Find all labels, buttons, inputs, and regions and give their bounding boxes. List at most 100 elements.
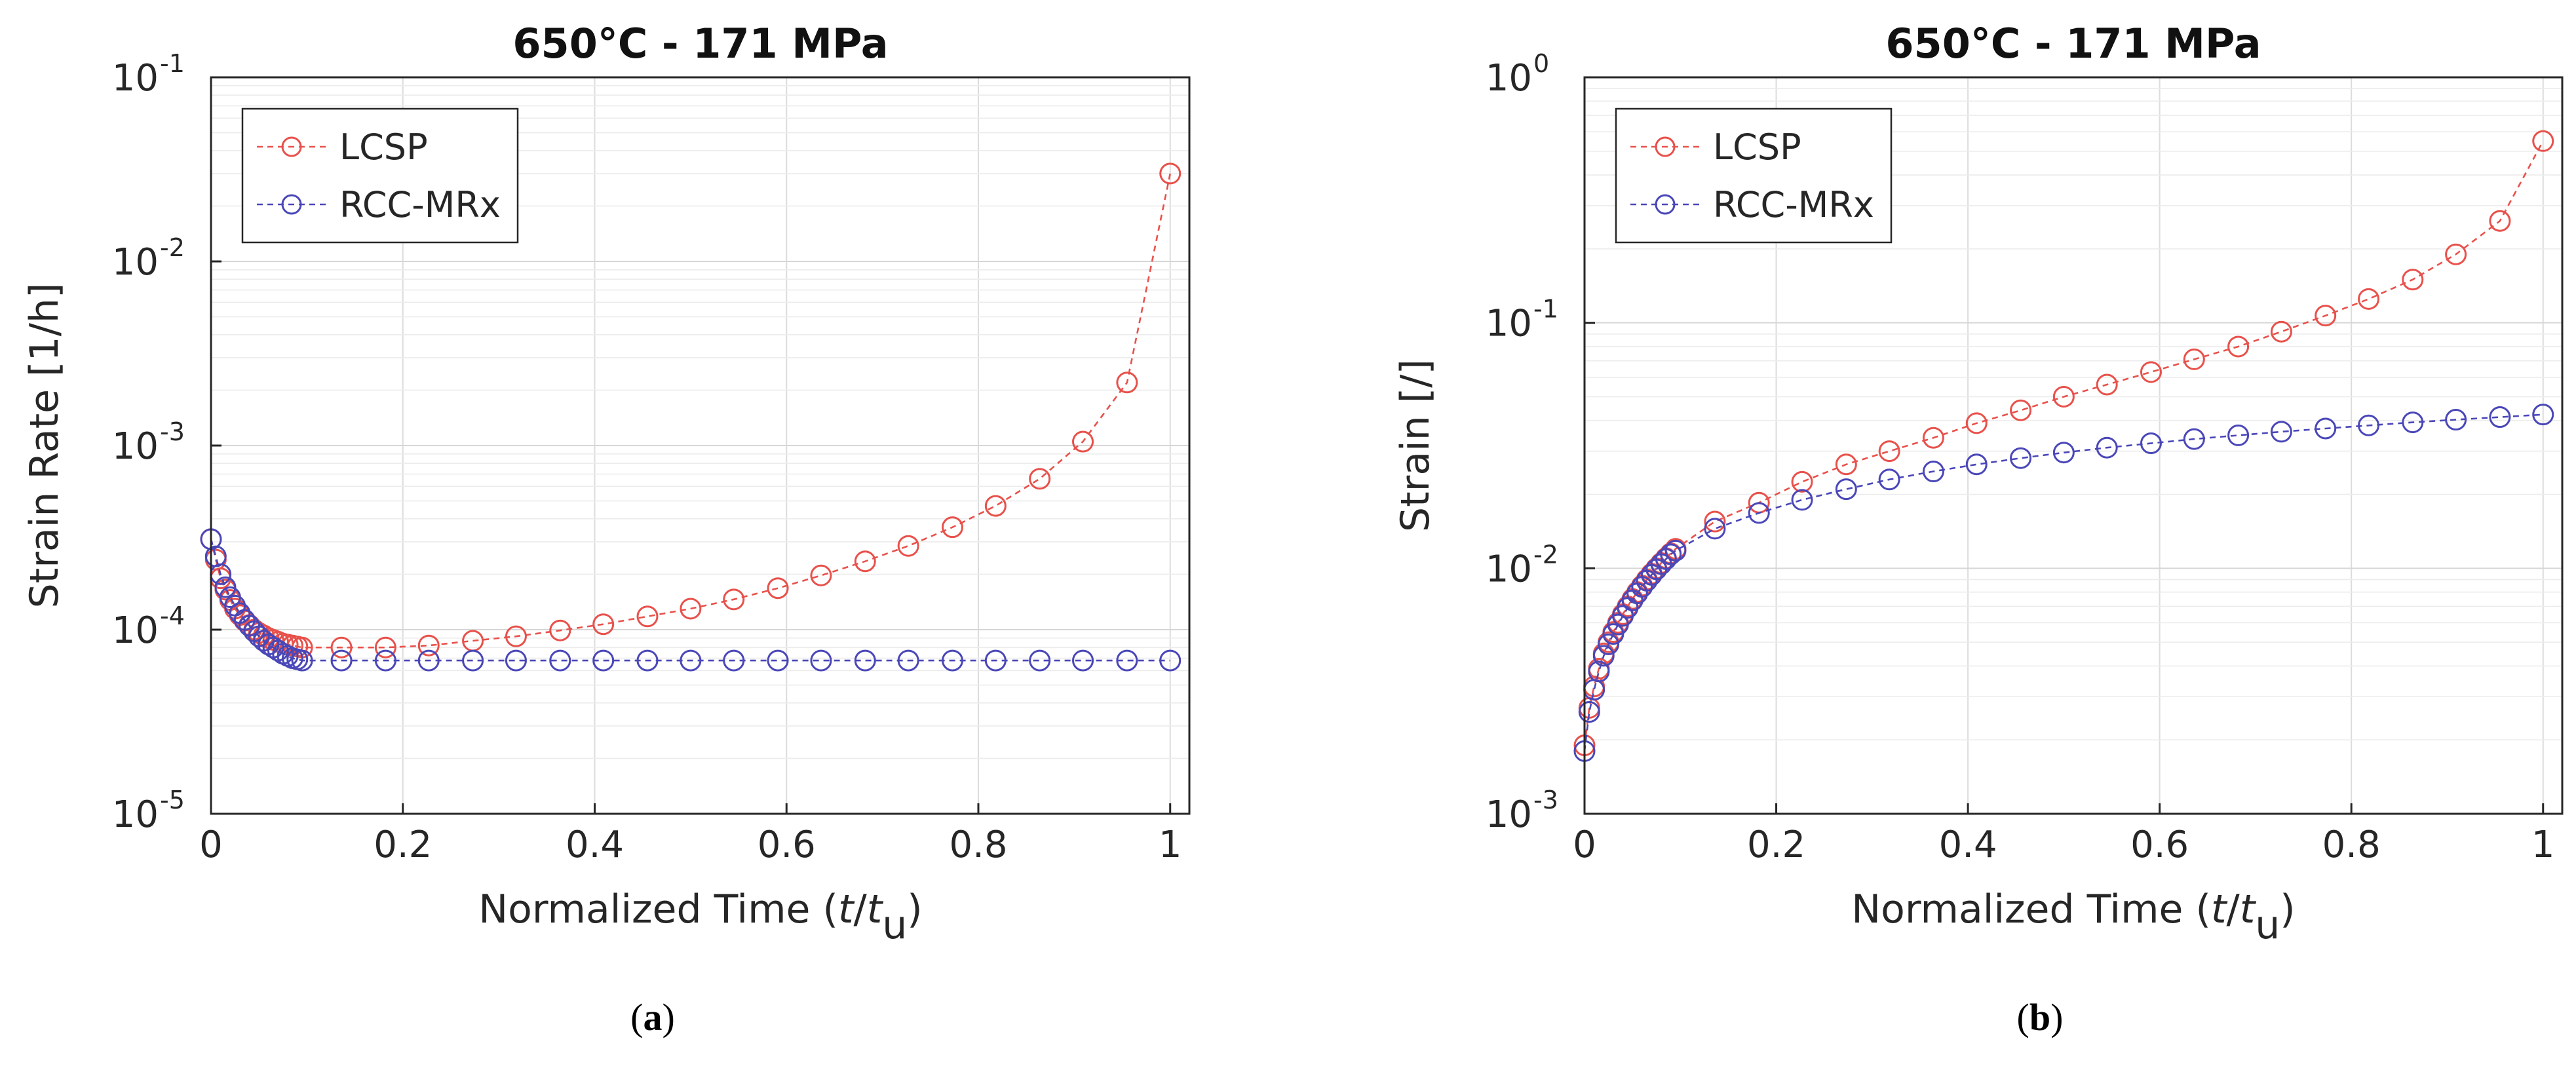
data-point-rcc-mrx [2140,432,2162,455]
panel-a-title: 650°C - 171 MPa [512,20,888,67]
data-point-rcc-mrx [2315,417,2337,440]
data-point-rcc-mrx [810,649,832,672]
data-point-rcc-mrx [984,649,1007,672]
data-point-rcc-mrx [374,649,396,672]
data-point-lcsp [2052,385,2075,408]
data-point-rcc-mrx [1660,543,1682,565]
data-point-rcc-mrx [291,649,313,672]
xtick-label: 0 [1573,824,1596,866]
xtick-label: 0.2 [1747,824,1805,866]
legend-label: RCC-MRx [339,184,501,225]
data-point-rcc-mrx [505,649,527,672]
data-point-rcc-mrx [2532,404,2554,426]
data-point-lcsp [941,516,963,539]
ytick-label: 10 [112,57,159,100]
data-point-rcc-mrx [723,649,745,672]
xtick-label: 1 [1159,824,1182,866]
data-point-lcsp [2445,243,2467,265]
data-point-rcc-mrx [1029,649,1051,672]
panel-a-yticks: 10-510-410-310-210-1 [112,49,221,836]
panel-b-strain: 650°C - 171 MPa 0 0.2 0.4 0.6 0.8 1 10 -310 -21… [1393,20,2564,1039]
data-point-rcc-mrx [2358,414,2380,436]
data-point-lcsp [1116,372,1138,394]
ytick-label: 10 [1486,303,1532,345]
xtick-label: 0.2 [374,824,432,866]
data-point-rcc-mrx [592,649,615,672]
ytick-exponent: -2 [160,233,185,262]
legend-label: LCSP [339,126,428,168]
legend-box [1615,107,1893,244]
ytick-label: 10 [1486,548,1532,590]
xtick-label: 1 [2531,824,2555,866]
xtick-label: 0.4 [566,824,624,866]
data-point-lcsp [984,495,1007,517]
data-point-lcsp [1835,453,1857,476]
data-point-rcc-mrx [854,649,876,672]
data-point-rcc-mrx [2445,409,2467,431]
data-point-rcc-mrx [2227,424,2250,446]
data-point-rcc-mrx [1598,633,1620,655]
ytick-exponent: -1 [1533,295,1558,324]
series-line-rcc-mrx [1583,413,2543,752]
data-point-lcsp [330,636,353,658]
data-point-lcsp [2096,373,2118,396]
data-point-rcc-mrx [636,649,659,672]
data-point-rcc-mrx [1965,453,1988,476]
data-point-rcc-mrx [2270,421,2292,443]
data-point-lcsp [767,577,789,600]
ytick-label: 10 [112,425,159,468]
xtick-label: 0.6 [758,824,816,866]
series-line-lcsp [210,173,1171,649]
data-point-rcc-mrx [1592,645,1615,667]
data-point-rcc-mrx [1664,539,1687,562]
xtick-label: 0.8 [949,824,1007,866]
series-line-rcc-mrx [210,539,1170,662]
data-point-lcsp [592,613,615,636]
data-point-rcc-mrx [2096,436,2118,459]
data-point-rcc-mrx [2183,428,2205,450]
data-point-rcc-mrx [941,649,963,672]
data-point-rcc-mrx [897,649,919,672]
panel-a-caption: (a) [630,996,675,1039]
data-point-lcsp [505,625,527,647]
panel-b-xticks: 0 0.2 0.4 0.6 0.8 1 [1573,803,2555,866]
data-point-lcsp [2010,399,2032,421]
panel-b-title: 650°C - 171 MPa [1885,20,2261,67]
data-point-lcsp [2402,269,2424,291]
ytick-exponent: -1 [160,49,185,78]
data-point-lcsp [1791,470,1813,493]
panel-a-series [200,162,1182,672]
panel-a-xticks: 0 0.2 0.4 0.6 0.8 1 [199,803,1182,866]
data-point-rcc-mrx [2052,442,2075,464]
data-point-rcc-mrx [1588,660,1610,683]
data-point-rcc-mrx [330,649,353,672]
panel-b-series [1573,130,2554,762]
data-point-lcsp [897,535,919,557]
ytick-exponent: -3 [1533,786,1558,814]
xtick-label: 0.8 [2322,824,2381,866]
data-point-rcc-mrx [1072,649,1094,672]
data-point-lcsp [1029,468,1051,490]
data-point-lcsp [1965,412,1988,434]
ytick-exponent: -2 [1533,540,1558,569]
data-point-lcsp [854,550,876,573]
data-point-lcsp [680,598,702,620]
data-point-lcsp [1878,440,1900,463]
panel-b-ylabel: Strain [/] [1393,359,1438,532]
data-point-lcsp [2270,320,2292,343]
data-point-rcc-mrx [417,649,440,672]
legend-label: LCSP [1713,126,1801,168]
ytick-exponent: -4 [160,601,185,630]
panel-b-legend: LCSP RCC-MRx [1615,107,1893,244]
data-point-lcsp [810,564,832,586]
xtick-label: 0 [199,824,223,866]
panel-a-xlabel: Normalized Time (t/tu) [478,887,922,948]
data-point-rcc-mrx [2402,411,2424,434]
data-point-lcsp [2227,335,2250,358]
data-point-lcsp [2140,361,2162,383]
data-point-rcc-mrx [549,649,571,672]
ytick-exponent: -3 [160,417,185,446]
data-point-rcc-mrx [1748,502,1770,524]
data-point-lcsp [2532,130,2554,152]
